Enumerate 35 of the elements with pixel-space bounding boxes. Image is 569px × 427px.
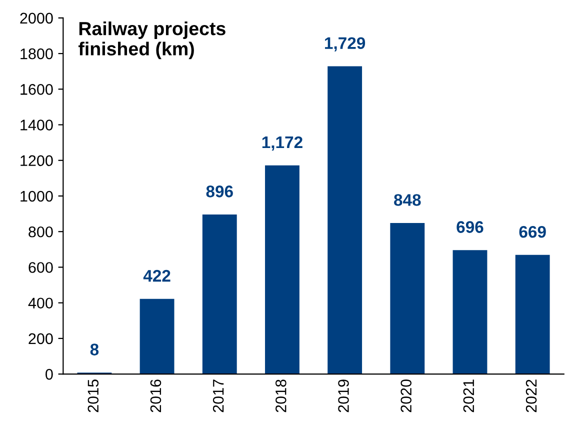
x-tick-label: 2019 <box>338 380 349 412</box>
bar <box>202 214 237 374</box>
y-tick-label: 1400 <box>20 120 53 130</box>
bar <box>328 66 362 374</box>
x-tick-label: 2017 <box>212 380 224 412</box>
y-tick-label: 2000 <box>20 12 53 24</box>
data-label: 896 <box>206 186 233 198</box>
y-tick-label: 200 <box>28 333 53 344</box>
y-tick-label: 1800 <box>20 48 53 60</box>
y-tick-label: 400 <box>28 298 53 309</box>
y-tick-label: 1200 <box>20 155 53 166</box>
x-tick-label: 2018 <box>276 380 286 412</box>
data-label: 1,172 <box>262 136 302 151</box>
data-label: 696 <box>456 221 484 233</box>
bar <box>390 223 425 374</box>
bar <box>140 298 174 374</box>
bar <box>265 165 300 374</box>
x-tick-label: 2020 <box>400 380 412 412</box>
y-tick-label: 600 <box>28 262 53 273</box>
text: Railway projects finished (km) <box>78 21 226 60</box>
bar <box>452 250 488 374</box>
data-label: 8 <box>90 344 99 356</box>
y-tick-label: 0 <box>46 368 53 380</box>
data-label: 848 <box>394 194 421 206</box>
x-tick-label: 2016 <box>150 380 162 412</box>
data-label: 1,729 <box>325 37 366 52</box>
data-label: 422 <box>143 270 170 282</box>
x-tick-label: 2021 <box>463 380 474 412</box>
data-label: 669 <box>519 226 546 238</box>
y-tick-label: 800 <box>28 226 53 238</box>
x-tick-label: 2022 <box>526 380 537 412</box>
x-tick-label: 2015 <box>88 380 99 412</box>
y-tick-label: 1600 <box>20 84 53 95</box>
y-tick-label: 1000 <box>20 190 53 202</box>
bar <box>515 254 550 374</box>
